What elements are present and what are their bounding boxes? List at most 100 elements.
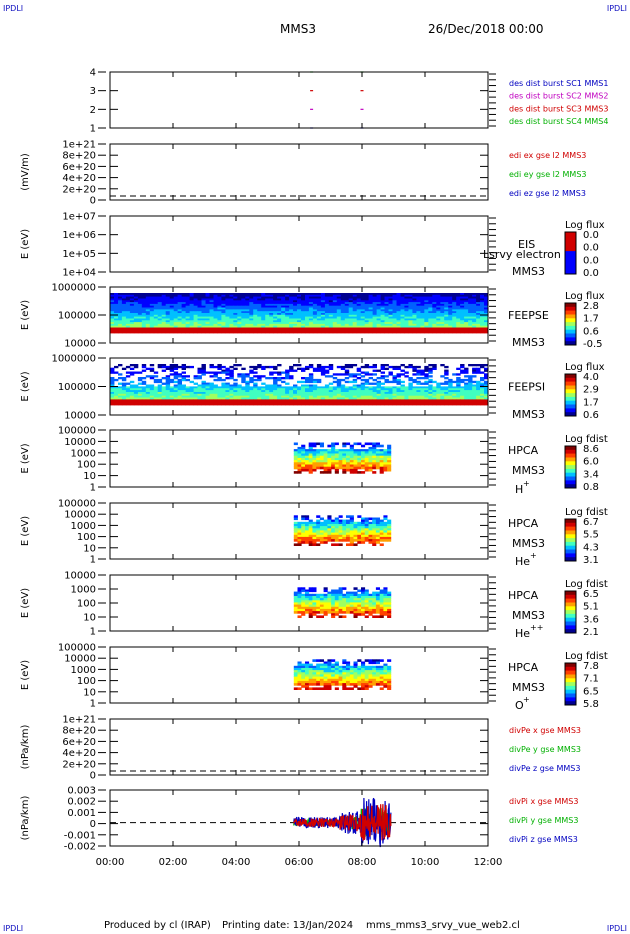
- spectrogram-cell: [316, 305, 322, 308]
- spectrogram-cell: [129, 403, 135, 406]
- spectrogram-cell: [368, 598, 373, 601]
- spectrogram-cell: [368, 305, 373, 308]
- spectrogram-cell: [301, 367, 306, 370]
- spectrogram-cell: [323, 611, 328, 614]
- spectrogram-cell: [133, 401, 139, 404]
- spectrogram-cell: [444, 371, 449, 374]
- spectrogram-cell: [412, 378, 417, 382]
- spectrogram-cell: [257, 397, 262, 400]
- spectrogram-cell: [185, 395, 190, 398]
- spectrogram-cell: [444, 302, 449, 305]
- spectrogram-cell: [213, 303, 218, 307]
- spectrogram-cell: [249, 303, 254, 307]
- spectrogram-cell: [368, 446, 373, 450]
- spectrogram-cell: [312, 532, 317, 536]
- spectrogram-cell: [331, 530, 336, 533]
- spectrogram-cell: [444, 311, 449, 314]
- spectrogram-cell: [305, 365, 310, 369]
- spectrogram-cell: [380, 390, 385, 393]
- spectrogram-cell: [297, 392, 302, 395]
- spectrogram-cell: [289, 320, 294, 323]
- spectrogram-cell: [336, 397, 342, 400]
- spectrogram-cell: [205, 294, 210, 297]
- spectrogram-cell: [237, 313, 242, 316]
- spectrogram-cell: [324, 316, 330, 319]
- spectrogram-cell: [460, 397, 465, 400]
- spectrogram-cell: [348, 294, 354, 297]
- spectrogram-cell: [428, 388, 433, 391]
- spectrogram-cell: [357, 528, 362, 531]
- spectrogram-cell: [193, 322, 198, 325]
- spectrogram-cell: [177, 373, 182, 376]
- spectrogram-cell: [241, 395, 246, 398]
- spectrogram-cell: [332, 311, 338, 314]
- spectrogram-cell: [289, 293, 294, 296]
- spectrogram-cell: [356, 386, 362, 389]
- spectrogram-cell: [404, 397, 409, 400]
- spectrogram-cell: [221, 309, 226, 312]
- spectrogram-cell: [205, 382, 210, 385]
- spectrogram-cell: [229, 294, 234, 297]
- spectrogram-cell: [452, 311, 457, 314]
- spectrogram-cell: [440, 395, 445, 398]
- spectrogram-cell: [444, 305, 449, 308]
- spectrogram-cell: [133, 403, 139, 406]
- spectrogram-cell: [197, 331, 202, 334]
- spectrogram-cell: [193, 313, 198, 316]
- spectrogram-cell: [344, 327, 350, 330]
- spectrogram-cell: [257, 364, 262, 367]
- spectrogram-cell: [420, 397, 425, 400]
- spectrogram-cell: [342, 471, 347, 474]
- spectrogram-cell: [424, 395, 429, 398]
- spectrogram-cell: [245, 392, 250, 395]
- spectrogram-cell: [297, 541, 302, 544]
- spectrogram-cell: [336, 399, 342, 402]
- colorbar-tick-label: -0.5: [583, 339, 603, 350]
- spectrogram-cell: [420, 303, 425, 307]
- spectrogram-cell: [379, 600, 384, 603]
- spectrogram-cell: [448, 386, 453, 389]
- spectrogram-cell: [293, 322, 298, 325]
- spectrogram-cell: [336, 386, 342, 389]
- spectrogram-cell: [332, 323, 338, 327]
- spectrogram-cell: [332, 329, 338, 332]
- spectrogram-cell: [173, 313, 179, 316]
- spectrogram-cell: [361, 587, 366, 590]
- spectrogram-cell: [265, 302, 270, 305]
- colorbar-swatch: [565, 322, 576, 327]
- spectrogram-cell: [392, 377, 397, 380]
- spectrogram-cell: [361, 528, 366, 531]
- spectrogram-cell: [340, 403, 346, 406]
- spectrogram-cell: [324, 305, 330, 308]
- spectrogram-cell: [225, 322, 230, 325]
- spectrogram-cell: [305, 307, 310, 310]
- spectrogram-cell: [316, 316, 322, 319]
- spectrogram-cell: [185, 403, 190, 406]
- spectrogram-cell: [114, 316, 119, 319]
- spectrogram-cell: [364, 524, 369, 527]
- spectrogram-cell: [336, 329, 342, 332]
- spectrogram-cell: [464, 390, 469, 393]
- spectrogram-cell: [133, 395, 139, 398]
- spectrogram-cell: [221, 397, 226, 400]
- spectrogram-cell: [257, 399, 262, 402]
- spectrogram-cell: [424, 300, 429, 303]
- spectrogram-cell: [432, 327, 437, 330]
- spectrogram-cell: [444, 296, 449, 299]
- spectrogram-cell: [110, 393, 115, 397]
- spectrogram-cell: [205, 296, 210, 299]
- species-charge: ++: [530, 623, 543, 632]
- spectrogram-cell: [225, 403, 230, 406]
- spectrogram-cell: [125, 386, 131, 389]
- spectrogram-cell: [165, 388, 171, 391]
- spectrogram-cell: [412, 401, 417, 404]
- spectrogram-cell: [396, 393, 401, 397]
- spectrogram-cell: [440, 322, 445, 325]
- y-tick-label: 1e+21: [62, 140, 96, 151]
- spectrogram-cell: [360, 388, 366, 391]
- spectrogram-cell: [177, 325, 182, 328]
- spectrogram-cell: [380, 316, 385, 319]
- spectrogram-cell: [261, 386, 266, 389]
- spectrogram-cell: [316, 309, 322, 312]
- spectrogram-cell: [472, 388, 477, 391]
